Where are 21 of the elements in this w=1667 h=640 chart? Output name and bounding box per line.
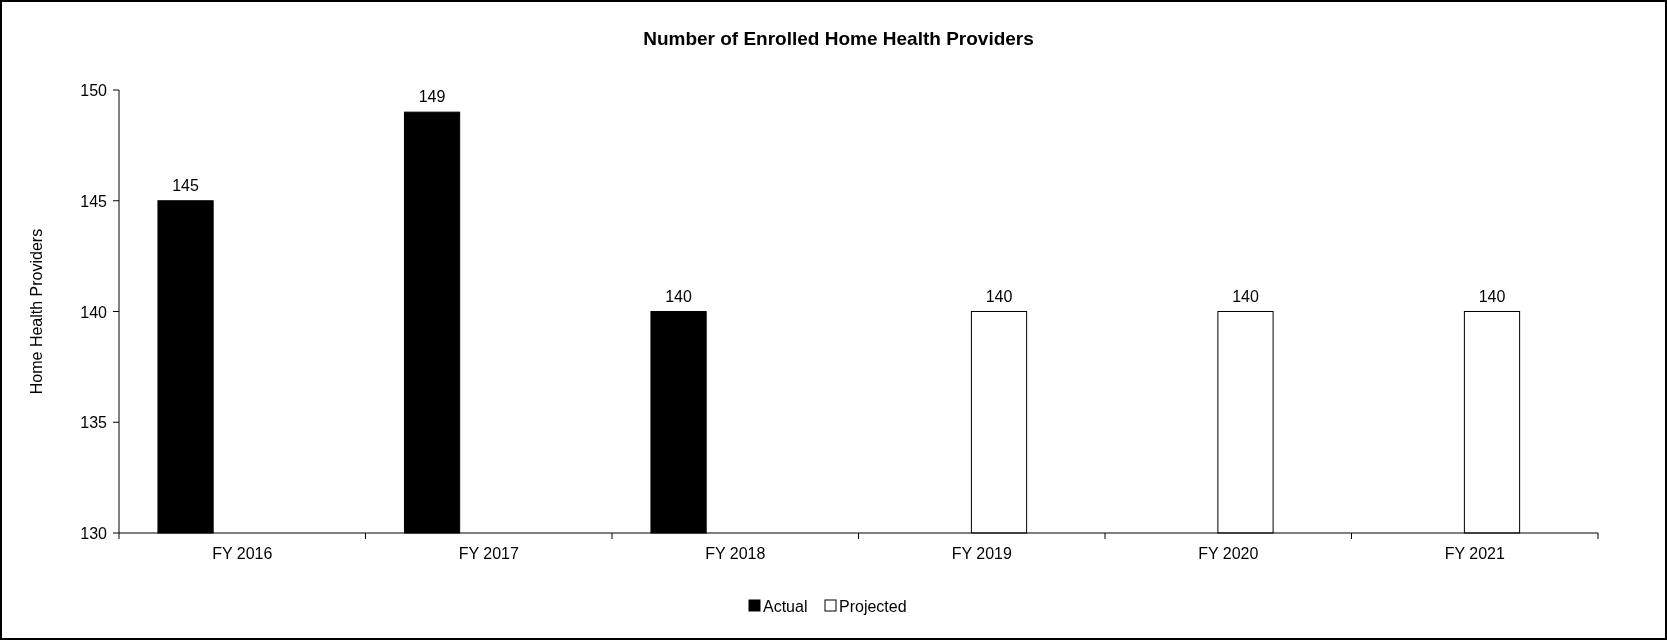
data-label: 145 <box>172 176 199 194</box>
y-axis-title: Home Health Providers <box>28 228 45 395</box>
data-label: 149 <box>418 88 446 106</box>
legend-label: Projected <box>839 598 907 615</box>
data-label: 140 <box>985 287 1013 305</box>
legend-label: Actual <box>763 598 808 615</box>
y-tick-label: 140 <box>80 303 108 321</box>
chart-title: Number of Enrolled Home Health Providers <box>643 28 1034 49</box>
x-tick-label: FY 2019 <box>951 545 1012 562</box>
y-tick-label: 150 <box>80 82 108 99</box>
x-tick-label: FY 2021 <box>1444 545 1505 562</box>
data-label: 140 <box>1232 287 1259 305</box>
x-tick-label: FY 2018 <box>705 545 766 562</box>
data-label: 140 <box>1478 287 1506 305</box>
x-tick-label: FY 2017 <box>458 545 519 562</box>
y-tick-label: 145 <box>80 192 108 210</box>
x-tick-label: FY 2016 <box>212 545 273 562</box>
x-tick-label: FY 2020 <box>1198 545 1259 562</box>
y-tick-label: 130 <box>80 525 108 542</box>
data-label: 140 <box>665 287 692 305</box>
y-tick-label: 135 <box>80 414 108 432</box>
